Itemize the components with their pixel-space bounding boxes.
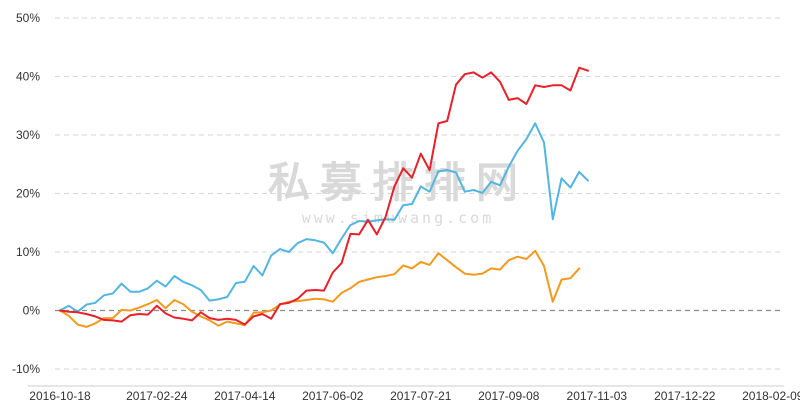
x-tick-label: 2018-02-09: [742, 389, 800, 403]
x-tick-label: 2017-04-14: [214, 389, 276, 403]
x-tick-label: 2017-06-02: [302, 389, 364, 403]
x-tick-label: 2017-11-03: [567, 389, 628, 403]
y-tick-label: 30%: [16, 128, 40, 142]
y-tick-label: 20%: [16, 187, 40, 201]
watermark-sub: www.simuwang.com: [302, 209, 495, 227]
y-tick-label: -10%: [12, 362, 40, 376]
gridlines: [55, 17, 784, 370]
x-tick-label: 2017-07-21: [390, 389, 452, 403]
watermark-main: 私募排排网: [268, 158, 528, 207]
x-axis: 2016-10-18 2017-02-24 2017-04-14 2017-06-02…: [28, 385, 800, 403]
series-line-3: [59, 249, 581, 328]
y-axis: 50% 40% 30% 20% 10% 0% -10%: [12, 11, 40, 376]
y-tick-label: 40%: [16, 70, 40, 84]
series-lines: [59, 66, 589, 328]
x-tick-label: 2017-02-24: [126, 389, 188, 403]
y-tick-label: 50%: [16, 11, 40, 25]
series-line-1: [59, 66, 589, 326]
x-tick-label: 2016-10-18: [29, 389, 91, 403]
y-tick-label: 10%: [16, 245, 40, 259]
watermark: 私募排排网 www.simuwang.com: [268, 158, 528, 227]
series-line-2: [59, 122, 589, 313]
x-tick-label: 2017-12-22: [654, 389, 716, 403]
x-tick-label: 2017-09-08: [478, 389, 540, 403]
y-tick-label: 0%: [23, 304, 41, 318]
